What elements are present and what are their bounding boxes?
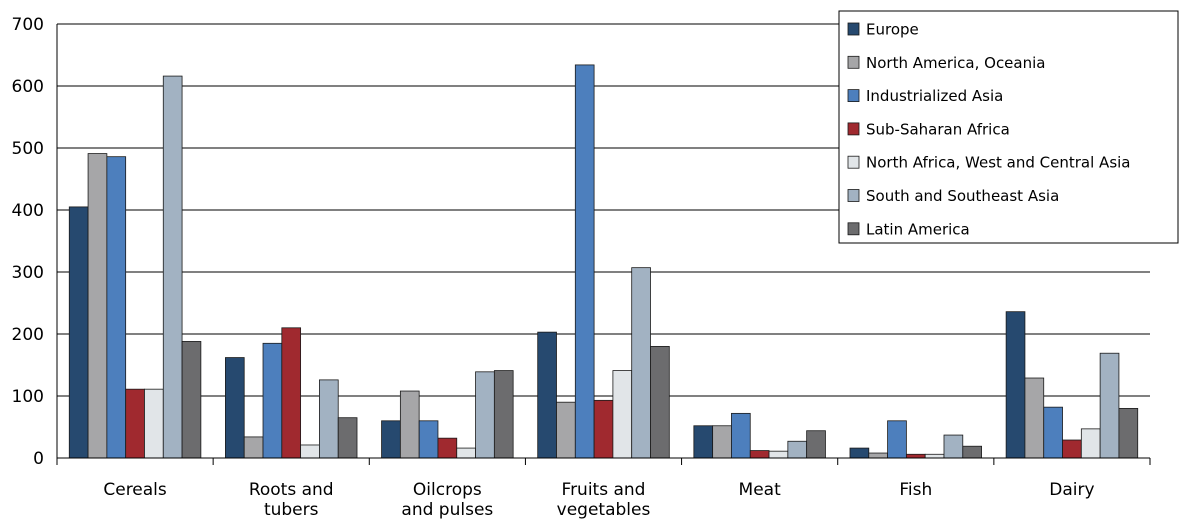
y-axis: 0 100 200 300 400 500 600 700 xyxy=(12,15,58,469)
legend-label: North Africa, West and Central Asia xyxy=(866,154,1131,172)
y-tick-label: 100 xyxy=(12,387,44,407)
bar xyxy=(181,341,202,459)
bar xyxy=(962,445,982,459)
legend-swatch xyxy=(847,189,860,202)
bar xyxy=(456,447,476,459)
y-tick-label: 0 xyxy=(33,449,44,469)
bar xyxy=(712,425,732,459)
legend-swatch xyxy=(847,22,860,36)
bar xyxy=(1099,352,1120,459)
bar xyxy=(399,390,420,459)
bar xyxy=(300,444,320,459)
bar xyxy=(68,206,89,459)
bar xyxy=(475,371,495,459)
bar xyxy=(574,64,595,459)
bar xyxy=(262,342,283,459)
category-label: Fruits and vegetables xyxy=(557,480,651,520)
bar xyxy=(1080,428,1101,459)
y-tick-label: 400 xyxy=(12,201,44,221)
bar xyxy=(1024,377,1045,459)
legend-label: Latin America xyxy=(866,220,970,238)
legend-swatch xyxy=(847,155,860,169)
legend-label: Sub-Saharan Africa xyxy=(866,120,1010,138)
bar xyxy=(556,401,576,459)
y-tick-label: 600 xyxy=(12,77,44,97)
bar xyxy=(437,437,458,459)
category-label: Cereals xyxy=(103,480,167,500)
bar xyxy=(731,412,751,459)
bar xyxy=(87,153,108,459)
legend-swatch xyxy=(847,122,860,136)
x-axis: Cereals Roots and tubers Oilcrops and pulses… xyxy=(56,457,1151,520)
bar xyxy=(943,434,964,459)
bar xyxy=(144,388,164,459)
bars xyxy=(68,64,1139,459)
bar xyxy=(787,440,808,459)
y-tick-label: 500 xyxy=(12,139,44,159)
category-label: Oilcrops and pulses xyxy=(401,480,493,520)
bar xyxy=(381,420,401,459)
bar xyxy=(650,345,670,459)
bar xyxy=(281,327,302,459)
bar xyxy=(1062,439,1082,459)
bar xyxy=(631,267,651,459)
legend-label: South and Southeast Asia xyxy=(866,187,1059,205)
bar xyxy=(418,420,439,459)
bar xyxy=(337,417,358,459)
bar xyxy=(612,370,633,459)
legend-label: North America, Oceania xyxy=(866,54,1045,72)
y-tick-label: 700 xyxy=(12,15,44,35)
bar xyxy=(493,370,514,459)
category-label: Fish xyxy=(899,480,932,500)
bar xyxy=(1043,406,1063,459)
bar xyxy=(1005,311,1026,459)
y-tick-label: 200 xyxy=(12,325,44,345)
bar xyxy=(537,331,557,459)
bar xyxy=(849,447,870,459)
bar xyxy=(768,450,789,459)
legend-swatch xyxy=(847,55,860,69)
legend-label: Europe xyxy=(866,21,919,39)
category-label: Roots and tubers xyxy=(249,480,334,520)
bar xyxy=(593,399,614,459)
legend-swatch xyxy=(847,222,860,236)
legend-box xyxy=(838,10,1179,244)
bar xyxy=(1118,407,1139,459)
bar xyxy=(905,453,926,459)
bar xyxy=(225,357,245,459)
bar xyxy=(125,388,145,459)
legend-swatch xyxy=(847,89,860,102)
legend-label: Industrialized Asia xyxy=(866,87,1003,105)
legend: Europe North America, Oceania Industrializ… xyxy=(838,10,1179,244)
bar xyxy=(693,425,714,459)
bar xyxy=(319,379,339,459)
y-tick-label: 300 xyxy=(12,263,44,283)
bar xyxy=(162,75,183,459)
bar xyxy=(106,156,127,459)
bar xyxy=(243,436,264,459)
bar xyxy=(868,452,888,459)
bar xyxy=(924,453,945,459)
category-label: Dairy xyxy=(1049,480,1094,500)
gridlines xyxy=(57,23,1150,397)
bar xyxy=(749,450,770,459)
bar xyxy=(806,430,826,459)
bar xyxy=(887,420,907,459)
category-label: Meat xyxy=(739,480,782,500)
